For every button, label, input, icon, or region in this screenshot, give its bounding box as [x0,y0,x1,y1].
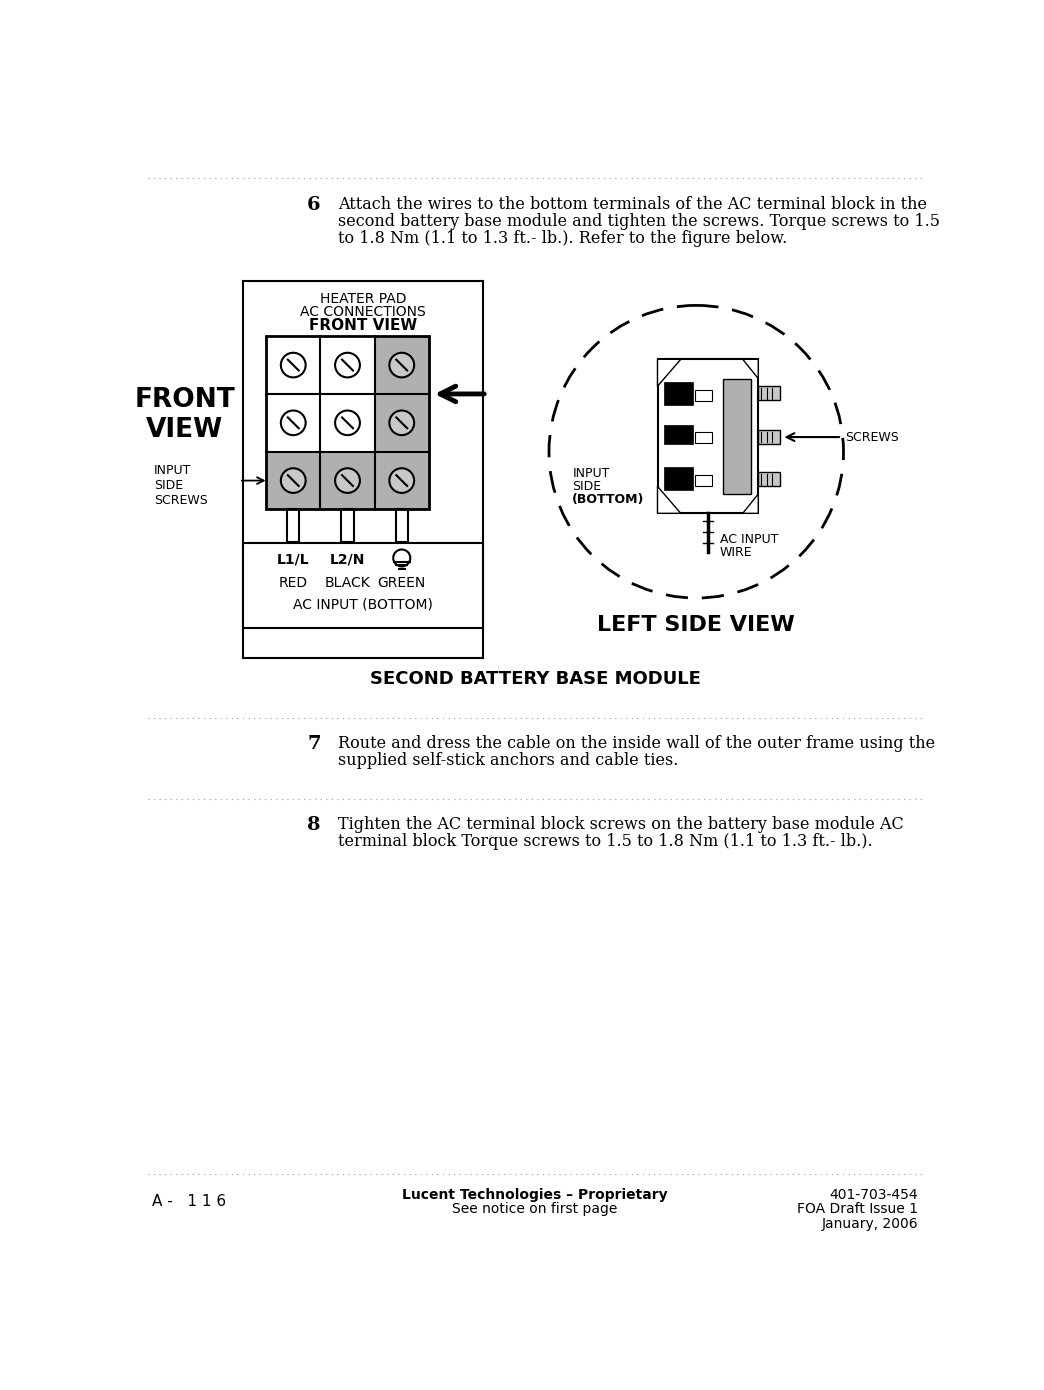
Text: 8: 8 [307,816,321,834]
Bar [758,473,780,486]
Text: See notice on first page: See notice on first page [452,1202,618,1216]
Text: L2/N: L2/N [330,553,365,567]
Text: SCREWS: SCREWS [845,431,899,443]
Circle shape [281,410,306,435]
Bar [723,378,751,493]
Text: BLACK: BLACK [325,575,371,589]
Text: to 1.8 Nm (1.1 to 1.3 ft.- lb.). Refer to the figure below.: to 1.8 Nm (1.1 to 1.3 ft.- lb.). Refer t… [338,229,787,247]
Text: January, 2006: January, 2006 [822,1218,918,1232]
Bar [396,510,408,542]
Text: SECOND BATTERY BASE MODULE: SECOND BATTERY BASE MODULE [370,670,701,688]
Bar [658,359,758,513]
Bar [664,382,693,406]
Circle shape [335,410,360,435]
Text: Lucent Technologies – Proprietary: Lucent Technologies – Proprietary [402,1188,668,1202]
Bar [664,425,693,443]
Bar [266,336,429,510]
Text: WIRE: WIRE [719,546,752,559]
Circle shape [281,468,306,493]
Circle shape [389,353,414,378]
Circle shape [335,353,360,378]
Text: INPUT: INPUT [572,467,610,480]
Text: AC INPUT (BOTTOM): AC INPUT (BOTTOM) [293,598,433,612]
Text: AC CONNECTIONS: AC CONNECTIONS [300,304,426,318]
Text: HEATER PAD: HEATER PAD [319,292,406,306]
Text: (BOTTOM): (BOTTOM) [572,493,644,506]
Bar [266,452,375,510]
Bar [758,386,780,400]
Text: FRONT VIEW: FRONT VIEW [309,318,418,334]
Text: LEFT SIDE VIEW: LEFT SIDE VIEW [597,614,796,635]
Text: GREEN: GREEN [378,575,426,589]
Bar [243,543,483,628]
Text: Route and dress the cable on the inside wall of the outer frame using the: Route and dress the cable on the inside … [338,735,935,752]
Text: Attach the wires to the bottom terminals of the AC terminal block in the: Attach the wires to the bottom terminals… [338,196,927,213]
Bar [758,430,780,443]
Text: supplied self-stick anchors and cable ties.: supplied self-stick anchors and cable ti… [338,752,679,769]
Text: INPUT
SIDE
SCREWS: INPUT SIDE SCREWS [153,464,208,506]
Text: AC INPUT: AC INPUT [719,532,778,545]
Bar [694,475,712,485]
Bar [287,510,300,542]
Text: Tighten the AC terminal block screws on the battery base module AC: Tighten the AC terminal block screws on … [338,816,904,833]
Text: L1/L: L1/L [277,553,310,567]
Polygon shape [742,493,758,513]
Text: terminal block Torque screws to 1.5 to 1.8 Nm (1.1 to 1.3 ft.- lb.).: terminal block Torque screws to 1.5 to 1… [338,833,873,849]
Circle shape [549,306,844,598]
Text: second battery base module and tighten the screws. Torque screws to 1.5: second battery base module and tighten t… [338,213,941,229]
Bar [694,432,712,443]
Polygon shape [658,359,681,386]
Polygon shape [742,359,758,378]
Circle shape [389,468,414,493]
Circle shape [389,410,414,435]
Circle shape [394,549,410,567]
Text: 6: 6 [307,196,321,214]
Circle shape [281,353,306,378]
Polygon shape [658,486,681,513]
Bar [266,336,375,452]
Bar [375,336,429,510]
Text: FOA Draft Issue 1: FOA Draft Issue 1 [797,1202,918,1216]
Circle shape [335,468,360,493]
Text: 401-703-454: 401-703-454 [829,1188,918,1202]
Text: RED: RED [279,575,308,589]
Text: 7: 7 [307,735,321,753]
Text: A -   1 1 6: A - 1 1 6 [152,1194,227,1209]
Text: SIDE: SIDE [572,480,601,493]
Bar [341,510,354,542]
Bar [694,391,712,400]
Bar [664,467,693,491]
Text: FRONT
VIEW: FRONT VIEW [135,388,235,443]
